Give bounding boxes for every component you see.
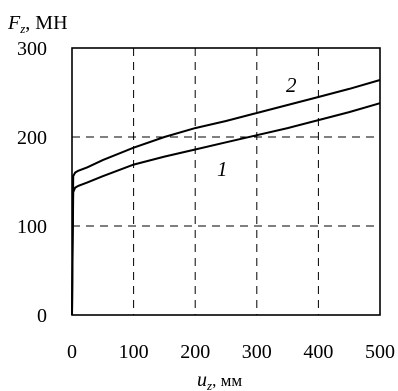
x-tick-label-1: 100 <box>119 341 149 363</box>
x-tick-label-0: 0 <box>67 341 77 363</box>
series-label-1: 1 <box>217 157 228 181</box>
ticks: 0 100 200 300 400 500 0 100 200 300 <box>17 38 395 363</box>
y-tick-label-1: 100 <box>17 216 47 238</box>
x-tick-label-2: 200 <box>180 341 210 363</box>
y-tick-label-2: 200 <box>17 127 47 149</box>
y-tick-label-3: 300 <box>17 38 47 60</box>
x-tick-label-5: 500 <box>365 341 395 363</box>
plot-frame <box>71 47 381 316</box>
x-tick-label-4: 400 <box>303 341 333 363</box>
series-line-2 <box>71 79 381 316</box>
series-layer <box>71 79 381 316</box>
grid <box>72 48 380 315</box>
y-axis-title: Fz, МН <box>7 12 68 36</box>
y-tick-label-0: 0 <box>37 305 47 327</box>
x-tick-label-3: 300 <box>242 341 272 363</box>
x-axis-title: uz, мм <box>197 369 242 391</box>
series-line-1 <box>71 102 381 316</box>
series-label-2: 2 <box>286 73 297 97</box>
